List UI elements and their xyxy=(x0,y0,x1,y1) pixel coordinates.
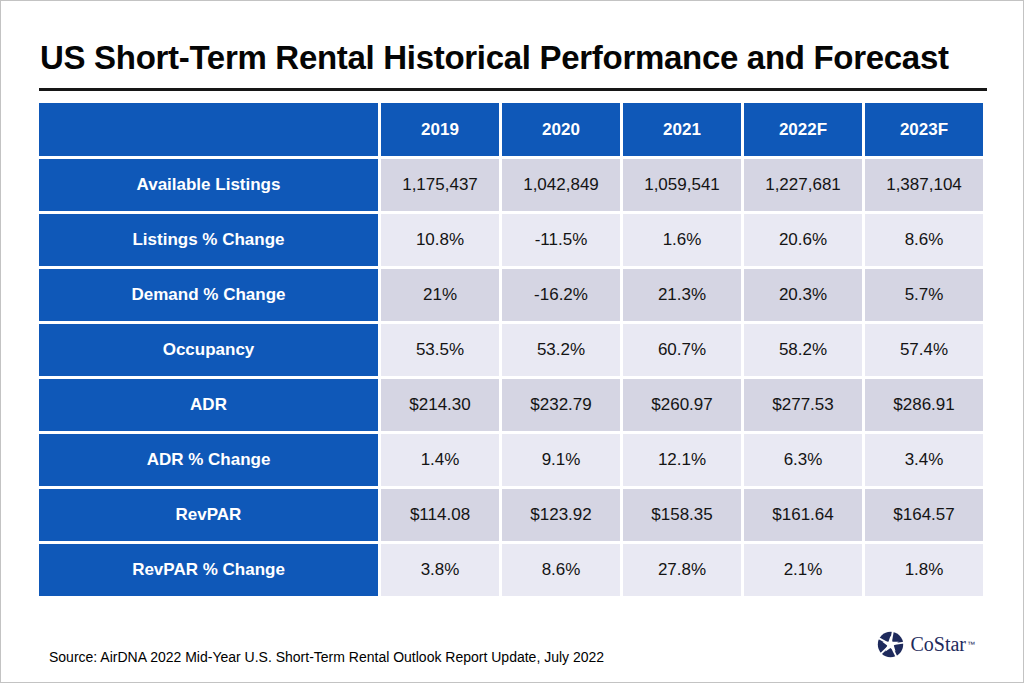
table-cell: 5.7% xyxy=(865,269,983,321)
title-divider xyxy=(39,88,987,91)
table-cell: 1.4% xyxy=(381,434,499,486)
table-cell: 1,042,849 xyxy=(502,159,620,211)
table-cell: -16.2% xyxy=(502,269,620,321)
table-cell: 3.8% xyxy=(381,544,499,596)
table-cell: 2.1% xyxy=(744,544,862,596)
table-cell: 8.6% xyxy=(502,544,620,596)
table-row-adr: ADR $214.30 $232.79 $260.97 $277.53 $286… xyxy=(39,379,983,431)
column-header-2023f: 2023F xyxy=(865,103,983,156)
table-cell: 6.3% xyxy=(744,434,862,486)
table-cell: 1.8% xyxy=(865,544,983,596)
table-cell: 60.7% xyxy=(623,324,741,376)
table-row-revpar-pct-change: RevPAR % Change 3.8% 8.6% 27.8% 2.1% 1.8… xyxy=(39,544,983,596)
column-header-2022f: 2022F xyxy=(744,103,862,156)
table-cell: 20.6% xyxy=(744,214,862,266)
table-cell: 10.8% xyxy=(381,214,499,266)
table-cell: 9.1% xyxy=(502,434,620,486)
table-cell: 21% xyxy=(381,269,499,321)
table-row-demand-pct-change: Demand % Change 21% -16.2% 21.3% 20.3% 5… xyxy=(39,269,983,321)
table-cell: -11.5% xyxy=(502,214,620,266)
table-cell: 1.6% xyxy=(623,214,741,266)
table-row-listings-pct-change: Listings % Change 10.8% -11.5% 1.6% 20.6… xyxy=(39,214,983,266)
table-cell: 1,227,681 xyxy=(744,159,862,211)
table-cell: $260.97 xyxy=(623,379,741,431)
table-cell: 1,175,437 xyxy=(381,159,499,211)
table-cell: 58.2% xyxy=(744,324,862,376)
table-cell: 8.6% xyxy=(865,214,983,266)
table-cell: 3.4% xyxy=(865,434,983,486)
header-row: 2019 2020 2021 2022F 2023F xyxy=(39,103,983,156)
table-cell: $164.57 xyxy=(865,489,983,541)
table-row-available-listings: Available Listings 1,175,437 1,042,849 1… xyxy=(39,159,983,211)
table-cell: $214.30 xyxy=(381,379,499,431)
table-cell: 57.4% xyxy=(865,324,983,376)
source-note: Source: AirDNA 2022 Mid-Year U.S. Short-… xyxy=(49,649,604,665)
row-label: Listings % Change xyxy=(39,214,378,266)
table-cell: $161.64 xyxy=(744,489,862,541)
table-cell: 1,387,104 xyxy=(865,159,983,211)
row-label: Demand % Change xyxy=(39,269,378,321)
row-label: RevPAR xyxy=(39,489,378,541)
table-cell: $114.08 xyxy=(381,489,499,541)
table-cell: 53.5% xyxy=(381,324,499,376)
costar-logo: CoStar™ xyxy=(877,631,975,658)
table-cell: 21.3% xyxy=(623,269,741,321)
table-cell: 53.2% xyxy=(502,324,620,376)
row-label: ADR xyxy=(39,379,378,431)
table-cell: $286.91 xyxy=(865,379,983,431)
table-corner-cell xyxy=(39,103,378,156)
table-cell: $277.53 xyxy=(744,379,862,431)
table-row-revpar: RevPAR $114.08 $123.92 $158.35 $161.64 $… xyxy=(39,489,983,541)
row-label: ADR % Change xyxy=(39,434,378,486)
row-label: RevPAR % Change xyxy=(39,544,378,596)
performance-table: 2019 2020 2021 2022F 2023F Available Lis… xyxy=(36,100,986,599)
table-cell: $123.92 xyxy=(502,489,620,541)
table-cell: 27.8% xyxy=(623,544,741,596)
table-cell: $232.79 xyxy=(502,379,620,431)
row-label: Available Listings xyxy=(39,159,378,211)
column-header-2021: 2021 xyxy=(623,103,741,156)
page-title: US Short-Term Rental Historical Performa… xyxy=(40,39,949,77)
slide: US Short-Term Rental Historical Performa… xyxy=(0,0,1024,683)
costar-logo-text: CoStar xyxy=(910,633,966,656)
table-row-occupancy: Occupancy 53.5% 53.2% 60.7% 58.2% 57.4% xyxy=(39,324,983,376)
table-row-adr-pct-change: ADR % Change 1.4% 9.1% 12.1% 6.3% 3.4% xyxy=(39,434,983,486)
costar-pinwheel-icon xyxy=(877,631,904,658)
column-header-2020: 2020 xyxy=(502,103,620,156)
column-header-2019: 2019 xyxy=(381,103,499,156)
table-cell: 12.1% xyxy=(623,434,741,486)
table-cell: 1,059,541 xyxy=(623,159,741,211)
table-cell: 20.3% xyxy=(744,269,862,321)
table-cell: $158.35 xyxy=(623,489,741,541)
row-label: Occupancy xyxy=(39,324,378,376)
trademark-symbol: ™ xyxy=(967,640,975,649)
